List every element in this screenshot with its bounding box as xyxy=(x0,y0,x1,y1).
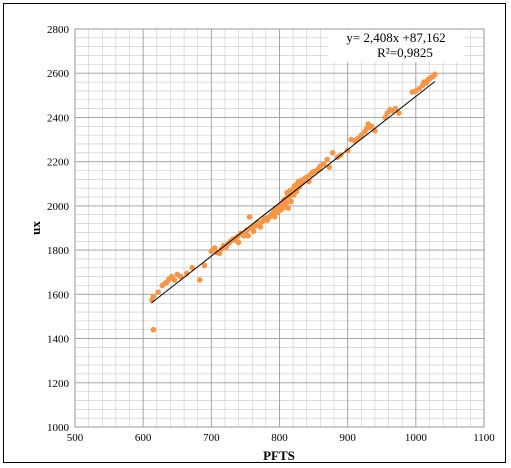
x-tick-label: 800 xyxy=(271,432,288,444)
y-tick-label: 1000 xyxy=(47,422,70,434)
data-point xyxy=(201,262,208,269)
y-tick-label: 2200 xyxy=(47,157,70,169)
data-point xyxy=(235,239,242,246)
x-tick-label: 1000 xyxy=(405,432,428,444)
data-point xyxy=(321,161,327,167)
data-point xyxy=(243,227,250,234)
data-point xyxy=(155,289,161,295)
data-point xyxy=(285,205,292,211)
data-point xyxy=(324,156,331,163)
y-tick-label: 1200 xyxy=(47,378,70,390)
data-point xyxy=(246,214,253,220)
y-tick-label: 1600 xyxy=(47,289,70,301)
x-tick-label: 1100 xyxy=(473,432,495,444)
data-point xyxy=(150,293,157,300)
r-squared: R²=0,9825 xyxy=(377,45,433,60)
y-tick-label: 1400 xyxy=(47,334,70,346)
data-point xyxy=(392,105,399,112)
x-axis-ticks: 500 600 700 800 900 1000 1100 xyxy=(67,432,496,444)
y-tick-label: 2800 xyxy=(47,24,70,36)
data-point xyxy=(211,245,218,251)
y-tick-label: 2600 xyxy=(47,68,70,80)
data-point xyxy=(150,326,157,333)
data-point xyxy=(344,147,351,154)
data-point xyxy=(283,199,290,206)
data-point xyxy=(329,150,336,156)
data-point xyxy=(250,228,257,235)
data-point xyxy=(326,164,333,170)
data-point xyxy=(288,198,294,205)
x-tick-label: 600 xyxy=(135,432,152,444)
x-tick-label: 900 xyxy=(339,432,356,444)
data-point xyxy=(432,71,438,78)
trendline xyxy=(151,81,436,304)
x-tick-label: 500 xyxy=(67,432,84,444)
data-point xyxy=(216,250,223,257)
data-point xyxy=(271,214,278,220)
x-tick-label: 700 xyxy=(203,432,220,444)
data-point xyxy=(368,123,375,130)
data-point xyxy=(171,277,178,283)
y-tick-label: 2000 xyxy=(47,201,70,213)
data-point xyxy=(257,224,264,230)
data-point xyxy=(306,178,312,185)
data-point xyxy=(196,277,203,283)
data-point xyxy=(177,273,184,280)
data-point xyxy=(189,265,196,271)
equation-box xyxy=(328,30,464,62)
regression-equation: y= 2,408x +87,162 xyxy=(346,30,445,45)
data-point xyxy=(245,232,251,239)
data-point xyxy=(395,110,402,116)
x-axis-title: PFTS xyxy=(263,448,295,463)
y-tick-label: 1800 xyxy=(47,245,70,257)
y-axis-ticks: 1000 1200 1400 1600 1800 2000 2200 2400 2600 2800 xyxy=(47,24,70,434)
y-tick-label: 2400 xyxy=(47,112,70,124)
y-axis-title: ux xyxy=(28,221,43,235)
major-grid xyxy=(74,28,485,428)
